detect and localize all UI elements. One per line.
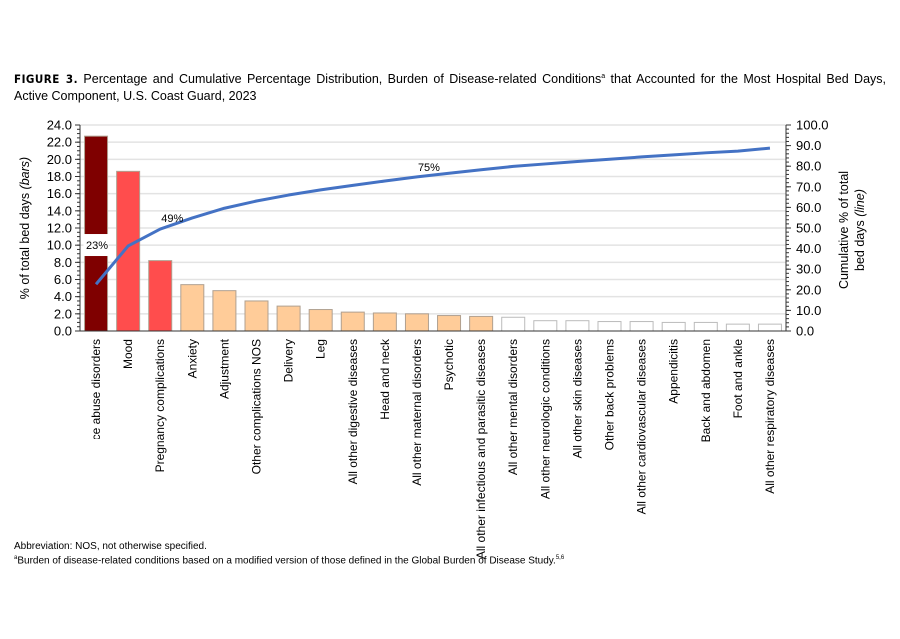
- category-label-12: All other infectious and parasitic disea…: [474, 339, 488, 559]
- footnote-refs: 5,6: [555, 555, 565, 561]
- bar-9: [372, 312, 397, 332]
- category-label-18: Appendicitis: [667, 339, 681, 404]
- right-tick-label: 70.0: [796, 179, 821, 194]
- abbreviation-note: Abbreviation: NOS, not otherwise specifi…: [14, 541, 207, 552]
- left-tick-label: 6.0: [54, 272, 72, 287]
- category-label-7: Leg: [314, 339, 328, 359]
- category-label-10: All other maternal disorders: [410, 339, 424, 486]
- left-tick-label: 22.0: [47, 135, 72, 150]
- category-label-21: All other respiratory diseases: [763, 339, 777, 494]
- bar-7: [308, 309, 333, 332]
- left-tick-label: 2.0: [54, 306, 72, 321]
- left-tick-label: 24.0: [47, 118, 72, 133]
- right-tick-label: 60.0: [796, 200, 821, 215]
- bar-16: [597, 321, 622, 332]
- category-label-1: Mood: [121, 339, 135, 369]
- right-tick-label: 0.0: [796, 324, 814, 339]
- bar-3: [180, 284, 205, 332]
- bar-1: [116, 170, 141, 332]
- footnote: aBurden of disease-related conditions ba…: [14, 555, 564, 566]
- right-axis-title-line2: bed days (line): [853, 189, 867, 271]
- left-axis-title: % of total bed days (bars): [18, 157, 32, 299]
- right-tick-label: 10.0: [796, 303, 821, 318]
- category-label-6: Delivery: [282, 339, 296, 382]
- figure-label: FIGURE 3.: [14, 72, 79, 87]
- category-label-2: Pregnancy complications: [153, 339, 167, 472]
- category-label-17: All other cardiovascular diseases: [635, 339, 649, 514]
- category-label-16: Other back problems: [603, 339, 617, 450]
- bar-11: [437, 315, 462, 332]
- category-label-15: All other skin diseases: [570, 339, 584, 458]
- figure-title: FIGURE 3. Percentage and Cumulative Perc…: [14, 68, 886, 105]
- left-tick-label: 8.0: [54, 255, 72, 270]
- footnote-marker: a: [14, 555, 18, 561]
- right-tick-label: 90.0: [796, 138, 821, 153]
- left-tick-label: 10.0: [47, 238, 72, 253]
- annotation-label: 49%: [161, 213, 183, 225]
- bar-14: [533, 320, 558, 332]
- left-tick-label: 0.0: [54, 324, 72, 339]
- right-tick-label: 50.0: [796, 221, 821, 236]
- category-label-13: All other mental disorders: [506, 339, 520, 475]
- annotation-label: 23%: [86, 240, 108, 252]
- bar-6: [276, 305, 301, 332]
- right-tick-label: 100.0: [796, 118, 829, 133]
- right-tick-label: 80.0: [796, 159, 821, 174]
- right-axis-title-line1: Cumulative % of total: [837, 171, 851, 289]
- footnote-text: Burden of disease-related conditions bas…: [17, 555, 556, 567]
- bar-17: [629, 321, 654, 332]
- category-label-19: Back and abdomen: [699, 339, 713, 442]
- left-tick-label: 14.0: [47, 203, 72, 218]
- right-tick-label: 30.0: [796, 262, 821, 277]
- category-label-11: Psychotic: [442, 339, 456, 390]
- bar-2: [148, 260, 173, 332]
- bar-4: [212, 290, 237, 332]
- title-text-end: that Accounted for the Most Hospital Bed…: [14, 72, 886, 104]
- category-label-0: Substance abuse disorders: [89, 339, 103, 484]
- bar-break-gap: [83, 234, 109, 257]
- bar-12: [469, 315, 494, 332]
- bar-5: [244, 300, 269, 332]
- bar-0: [84, 135, 109, 332]
- category-label-8: All other digestive diseases: [346, 339, 360, 484]
- left-tick-label: 16.0: [47, 186, 72, 201]
- title-footnote-marker: a: [601, 73, 606, 80]
- bar-18: [661, 321, 686, 332]
- annotation-label: 75%: [418, 162, 440, 174]
- left-tick-label: 20.0: [47, 152, 72, 167]
- category-label-3: Anxiety: [185, 339, 199, 378]
- category-label-5: Other complications NOS: [250, 339, 264, 474]
- left-tick-label: 12.0: [47, 221, 72, 236]
- left-tick-label: 4.0: [54, 289, 72, 304]
- bar-8: [340, 311, 365, 332]
- bar-15: [565, 320, 590, 332]
- right-tick-label: 20.0: [796, 282, 821, 297]
- category-label-4: Adjustment: [217, 338, 231, 399]
- bar-13: [501, 316, 526, 332]
- left-tick-label: 18.0: [47, 169, 72, 184]
- title-text: Percentage and Cumulative Percentage Dis…: [83, 72, 602, 87]
- category-label-9: Head and neck: [378, 338, 392, 420]
- category-label-14: All other neurologic conditions: [538, 339, 552, 499]
- bar-10: [404, 313, 429, 332]
- cumulative-line: [94, 146, 771, 286]
- category-label-20: Foot and ankle: [731, 339, 745, 419]
- right-tick-label: 40.0: [796, 241, 821, 256]
- bar-20: [725, 323, 750, 332]
- bar-19: [693, 321, 718, 332]
- bar-21: [757, 323, 782, 332]
